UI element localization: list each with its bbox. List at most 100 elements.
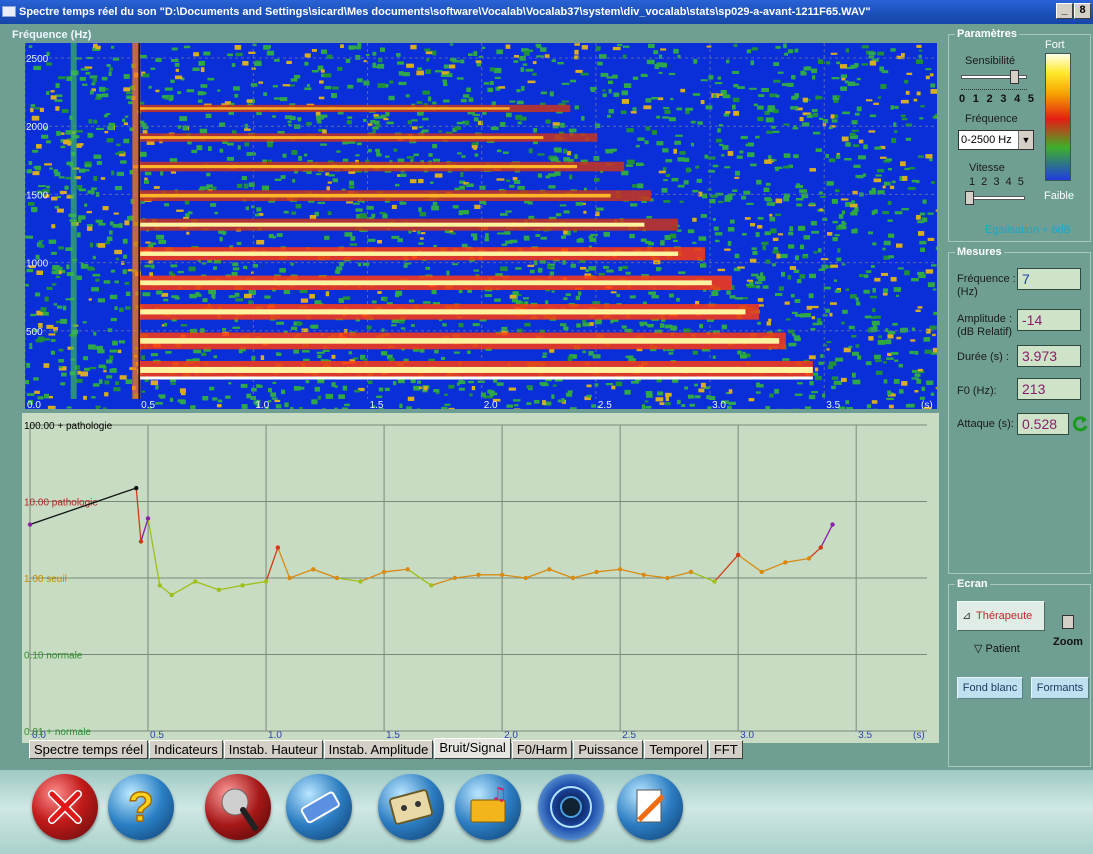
data-point (499, 572, 505, 578)
spectral-noise (355, 46, 361, 50)
refresh-icon[interactable] (1070, 414, 1090, 434)
spectral-noise (858, 139, 864, 144)
tab-f0-harm[interactable]: F0/Harm (511, 740, 573, 759)
spectral-noise (657, 391, 664, 396)
cassette-icon[interactable] (378, 774, 444, 840)
eraser-icon[interactable] (286, 774, 352, 840)
spectral-noise (796, 382, 803, 385)
spectral-noise (66, 264, 70, 270)
tab-spectre-temps-r-el[interactable]: Spectre temps réel (29, 740, 149, 759)
spectral-noise (648, 198, 654, 202)
spectral-noise (74, 176, 81, 180)
formants-button[interactable]: Formants (1031, 677, 1089, 699)
spectral-noise (98, 222, 106, 226)
sensibilite-slider[interactable] (1009, 70, 1019, 84)
spectral-noise (97, 349, 105, 354)
spectral-noise (362, 262, 370, 266)
zoom-checkbox[interactable] (1062, 615, 1074, 629)
minimize-button[interactable]: _ (1056, 3, 1073, 19)
spectral-noise (685, 167, 691, 173)
spectral-noise (519, 116, 527, 121)
spectral-noise (491, 392, 498, 396)
spectral-noise (497, 232, 505, 235)
spectral-noise (151, 264, 155, 269)
spectral-noise (219, 236, 223, 242)
spectral-noise (250, 271, 255, 274)
tab-puissance[interactable]: Puissance (573, 740, 644, 759)
tab-instab-amplitude[interactable]: Instab. Amplitude (323, 740, 434, 759)
spectral-noise (315, 111, 321, 117)
spectral-noise (925, 269, 934, 274)
egalisation-label[interactable]: Egalisation + 6dB (985, 224, 1071, 236)
spectral-noise (463, 182, 470, 185)
bottom-toolbar: ? ♫ (0, 770, 1093, 854)
spectrogram-plot[interactable]: 0.0 0.5 1.0 1.5 2.0 2.5 3.0 3.5 (s)2500200015001… (25, 43, 937, 409)
spectral-noise (498, 86, 506, 89)
spectral-noise (885, 328, 889, 333)
tab-indicateurs[interactable]: Indicateurs (149, 740, 223, 759)
chevron-down-icon[interactable]: ▼ (1018, 131, 1033, 149)
spectral-noise (502, 151, 509, 154)
spectral-noise (645, 405, 652, 409)
spectral-noise (118, 223, 123, 228)
spectral-noise (901, 52, 905, 57)
spectral-noise (757, 298, 764, 302)
spectral-noise (107, 328, 113, 333)
spectral-noise (66, 195, 74, 199)
frequence-select[interactable]: 0-2500 Hz ▼ (958, 130, 1034, 150)
spectral-noise (574, 105, 579, 110)
spectral-noise (749, 258, 757, 263)
spectral-noise (535, 234, 541, 237)
help-icon[interactable]: ? (108, 774, 174, 840)
spectral-noise (920, 247, 925, 252)
maximize-button[interactable]: 8 (1074, 3, 1091, 19)
spectral-noise (244, 128, 251, 131)
spectral-noise (788, 164, 793, 168)
spectral-noise (328, 174, 335, 177)
spectral-noise (610, 319, 619, 322)
spectral-noise (636, 347, 643, 352)
spectral-noise (685, 107, 694, 111)
spectral-noise (302, 349, 310, 353)
spectral-noise (92, 383, 100, 387)
spectral-noise (640, 323, 644, 327)
tab-instab-hauteur[interactable]: Instab. Hauteur (223, 740, 323, 759)
spectral-noise (574, 43, 581, 46)
spectral-noise (422, 301, 431, 304)
folder-music-icon[interactable]: ♫ (455, 774, 521, 840)
vitesse-slider[interactable] (965, 191, 974, 205)
spectral-noise (256, 111, 262, 116)
spectral-noise (662, 148, 669, 153)
microphone-icon[interactable] (205, 774, 271, 840)
spectrogram-x-tick: 1.0 (255, 400, 269, 409)
bruit-signal-chart[interactable]: 0.0 0.5 1.0 1.5 2.0 2.5 3.0 3.5 (s) 100.00 + path… (22, 413, 939, 743)
tab-fft[interactable]: FFT (708, 740, 743, 759)
tab-bruit-signal[interactable]: Bruit/Signal (434, 738, 511, 759)
spectral-noise (795, 185, 804, 189)
spectral-noise (818, 117, 823, 120)
spectral-noise (720, 90, 727, 95)
therapeute-button[interactable]: ⊿ Thérapeute (957, 601, 1045, 631)
spectral-noise (111, 45, 115, 49)
patient-button[interactable]: ▽ Patient (974, 642, 1020, 655)
spectral-noise (915, 214, 921, 220)
spectral-noise (851, 229, 858, 234)
spectral-noise (841, 136, 849, 142)
spectral-noise (877, 190, 885, 195)
spectral-noise (869, 114, 877, 118)
document-edit-icon[interactable] (617, 774, 683, 840)
spectral-noise (183, 216, 190, 219)
spectral-noise (765, 182, 771, 186)
close-icon[interactable] (32, 774, 98, 840)
spectral-noise (645, 323, 654, 327)
series-segment (690, 571, 715, 583)
spectral-noise (282, 84, 291, 87)
tab-temporel[interactable]: Temporel (644, 740, 708, 759)
spectral-noise (659, 402, 665, 405)
spectral-noise (724, 195, 733, 200)
fond-blanc-button[interactable]: Fond blanc (957, 677, 1023, 699)
speaker-icon[interactable] (538, 774, 604, 840)
data-point (759, 569, 764, 575)
spectral-noise (851, 200, 855, 205)
spectral-noise (315, 173, 322, 176)
